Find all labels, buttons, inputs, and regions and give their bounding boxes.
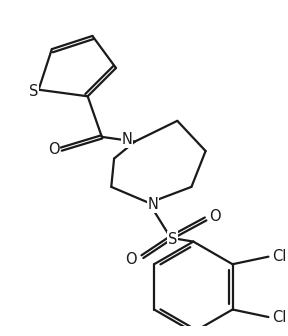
Text: N: N — [122, 132, 133, 147]
Text: Cl: Cl — [272, 249, 287, 264]
Text: N: N — [147, 197, 158, 212]
Text: Cl: Cl — [272, 309, 287, 325]
Text: O: O — [48, 142, 60, 157]
Text: S: S — [168, 232, 177, 247]
Text: O: O — [125, 252, 137, 267]
Text: S: S — [29, 84, 39, 99]
Text: O: O — [209, 209, 221, 224]
